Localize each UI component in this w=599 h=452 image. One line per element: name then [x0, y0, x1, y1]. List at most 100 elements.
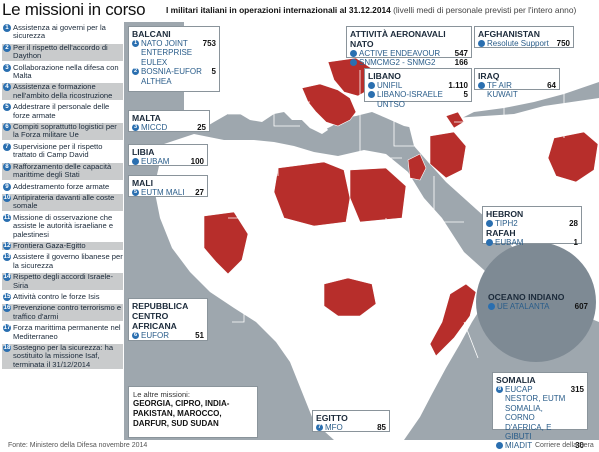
legend-item: 9 Addestramento forze armate [2, 181, 123, 191]
legend-number-icon: 18 [3, 344, 11, 352]
legend-text: Supervisione per il rispetto trattato di… [13, 141, 103, 160]
mission-label: EUBAM [141, 157, 170, 166]
other-missions-list: GEORGIA, CIPRO, INDIA-PAKISTAN, MAROCCO,… [133, 399, 230, 428]
legend-text: Rafforzamento delle capacità marittime d… [13, 161, 112, 180]
mission-value: 51 [195, 331, 204, 340]
box-title: IRAQ [478, 71, 500, 81]
mission-row: LIBANO-ISRAELE UNTSO 5 [368, 90, 468, 109]
ocean-mission-label: UE ATALANTA [497, 302, 550, 311]
legend-number-icon: 9 [3, 182, 11, 191]
mission-row: ACTIVE ENDEAVOUR 547 [350, 49, 468, 58]
legend-number-icon: 10 [3, 193, 11, 202]
mission-number-icon: 8 [496, 386, 503, 393]
legend-text: Sostegno per la sicurezza: ha sostituito… [13, 343, 114, 369]
legend-text: Addestramento forze armate [13, 181, 110, 191]
box-hebron-rafah: HEBRON TIPH2 28 RAFAH EUBAM 1 [482, 206, 582, 248]
legend-number-icon: 5 [3, 103, 11, 112]
mission-countries [203, 57, 599, 357]
box-title: ATTIVITÀ AERONAVALI NATO [350, 29, 446, 49]
mission-number-icon [486, 239, 493, 247]
mission-value: 753 [202, 39, 216, 48]
legend-text: Attività contro le forze Isis [13, 291, 100, 301]
legend-item: 6 Compiti soprattutto logistici per la Fo… [2, 122, 123, 140]
box-egitto: EGITTO 7 MFO 85 [312, 410, 390, 432]
mission-label: BOSNIA-EUFOR ALTHEA [141, 67, 202, 86]
mission-row: Resolute Support 750 [478, 39, 570, 48]
box-title: MALI [132, 178, 154, 188]
other-missions-box: Le altre missioni: GEORGIA, CIPRO, INDIA… [128, 386, 258, 438]
legend-item: 13 Assistere il governo libanese per la s… [2, 253, 123, 270]
mission-number-icon: 5 [132, 189, 139, 196]
country-iraq [429, 131, 467, 179]
mission-label: EUTM MALI [141, 188, 185, 197]
mission-number-icon [132, 158, 139, 165]
legend-item: 15 Attività contro le forze Isis [2, 291, 123, 301]
ocean-label: OCEANO INDIANO UE ATALANTA 607 [488, 292, 588, 311]
box-libia: LIBIA EUBAM 100 [128, 144, 208, 166]
box-mali: MALI 5 EUTM MALI 27 [128, 175, 208, 197]
legend-number-icon: 7 [3, 142, 11, 151]
box-somalia: SOMALIA 8 EUCAP NESTOR, EUTM SOMALIA, CORN… [492, 372, 588, 450]
mission-value: 166 [454, 58, 468, 68]
box-title: AFGHANISTAN [478, 29, 540, 39]
legend-text: Frontiera Gaza-Egitto [13, 240, 86, 250]
box-title-secondary: RAFAH [486, 228, 516, 239]
legend-item: 8 Rafforzamento delle capacità marittime … [2, 161, 123, 180]
legend-number-icon: 16 [3, 304, 11, 313]
legend-text: Rispetto degli accordi Israele-Siria [13, 272, 114, 290]
box-malta: MALTA 3 MICCD 25 [128, 110, 210, 132]
mission-value: 547 [454, 49, 468, 58]
mission-label: LIBANO-ISRAELE UNTSO [377, 90, 443, 109]
legend-number-icon: 11 [3, 213, 11, 222]
box-iraq: IRAQ TF AIR KUWAIT 64 [474, 68, 560, 99]
ocean-title: OCEANO INDIANO [488, 292, 565, 302]
mission-number-icon [350, 50, 357, 57]
mission-value: 28 [569, 219, 578, 228]
mission-row: UNIFIL 1.110 [368, 81, 468, 90]
mission-row: 7 MFO 85 [316, 423, 386, 432]
legend-number-icon: 1 [3, 24, 11, 32]
mission-value: 100 [190, 157, 204, 166]
ocean-mission-value: 607 [574, 302, 588, 311]
legend-text: Compiti soprattutto logistici per la For… [13, 122, 117, 140]
subtitle-note: (livelli medi di personale previsti per … [393, 5, 577, 15]
ocean-circle [476, 242, 596, 362]
header: Le missioni in corso I militari italiani… [0, 0, 599, 20]
source-note: Fonte: Ministero della Difesa novembre 2… [8, 442, 148, 449]
legend-item: 10 Antipirateria davanti alle coste somal… [2, 192, 123, 211]
legend-item: 14 Rispetto degli accordi Israele-Siria [2, 273, 123, 290]
mission-row: 5 EUTM MALI 27 [132, 188, 204, 197]
mission-row: TF AIR KUWAIT 64 [478, 81, 556, 100]
mission-value: 30 [575, 441, 584, 451]
box-title: HEBRON [486, 209, 524, 219]
legend-text: Assistere il governo libanese per la sic… [13, 252, 123, 270]
leader-lines [208, 61, 565, 402]
mission-row: TIPH2 28 [486, 219, 578, 228]
legend-item: 17 Forza marittima permanente nel Mediter… [2, 324, 123, 341]
legend-number-icon: 15 [3, 292, 11, 301]
mission-label: EUCAP NESTOR, EUTM SOMALIA, CORNO D'AFRI… [505, 385, 566, 442]
legend-number-icon: 4 [3, 83, 11, 92]
legend-item: 18 Sostegno per la sicurezza: ha sostitui… [2, 343, 123, 370]
mission-value: 27 [195, 188, 204, 197]
mission-row: 6 EUFOR 51 [132, 331, 204, 340]
mission-row: 8 EUCAP NESTOR, EUTM SOMALIA, CORNO D'AFR… [496, 385, 584, 441]
mission-label: Resolute Support [487, 39, 549, 48]
mission-number-icon: 3 [132, 124, 139, 131]
mission-row: EUBAM 100 [132, 157, 204, 166]
mission-label: EUBAM [495, 238, 524, 248]
mission-number-icon: 6 [132, 332, 139, 339]
mission-number-icon [368, 82, 375, 89]
legend-text: Forza marittima permanente nel Mediterra… [13, 323, 121, 341]
other-missions-title: Le altre missioni: [133, 390, 190, 399]
mission-label: EUFOR [141, 331, 169, 340]
mission-label: NATO JOINT ENTERPRISE EULEX [141, 39, 193, 67]
legend-text: Assistenza ai governi per la sicurezza [13, 23, 106, 41]
mission-number-icon [496, 442, 503, 450]
legend-text: Missione di osservazione che assiste le … [13, 212, 114, 239]
country-afghanistan [547, 131, 599, 183]
mission-value: 1.110 [448, 81, 468, 90]
legend-text: Antipirateria davanti alle coste somale [13, 192, 115, 211]
legend-text: Collaborazione nella difesa con Malta [13, 62, 119, 81]
mission-number-icon [478, 82, 485, 89]
